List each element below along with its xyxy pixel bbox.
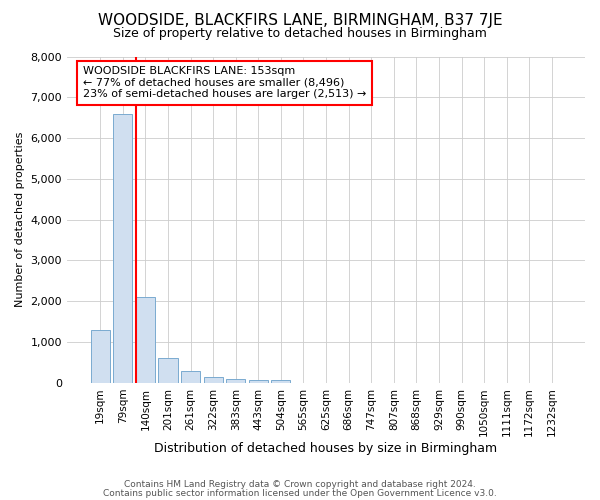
Text: WOODSIDE, BLACKFIRS LANE, BIRMINGHAM, B37 7JE: WOODSIDE, BLACKFIRS LANE, BIRMINGHAM, B3… <box>98 12 502 28</box>
Bar <box>248 380 268 383</box>
Text: Contains HM Land Registry data © Crown copyright and database right 2024.: Contains HM Land Registry data © Crown c… <box>124 480 476 489</box>
Text: WOODSIDE BLACKFIRS LANE: 153sqm
← 77% of detached houses are smaller (8,496)
23%: WOODSIDE BLACKFIRS LANE: 153sqm ← 77% of… <box>83 66 366 100</box>
Bar <box>226 379 245 383</box>
Text: Size of property relative to detached houses in Birmingham: Size of property relative to detached ho… <box>113 28 487 40</box>
Bar <box>136 297 155 383</box>
X-axis label: Distribution of detached houses by size in Birmingham: Distribution of detached houses by size … <box>154 442 497 455</box>
Bar <box>91 330 110 383</box>
Y-axis label: Number of detached properties: Number of detached properties <box>15 132 25 308</box>
Bar <box>271 380 290 383</box>
Bar <box>158 358 178 383</box>
Bar <box>203 376 223 383</box>
Text: Contains public sector information licensed under the Open Government Licence v3: Contains public sector information licen… <box>103 488 497 498</box>
Bar <box>113 114 133 383</box>
Bar <box>181 370 200 383</box>
